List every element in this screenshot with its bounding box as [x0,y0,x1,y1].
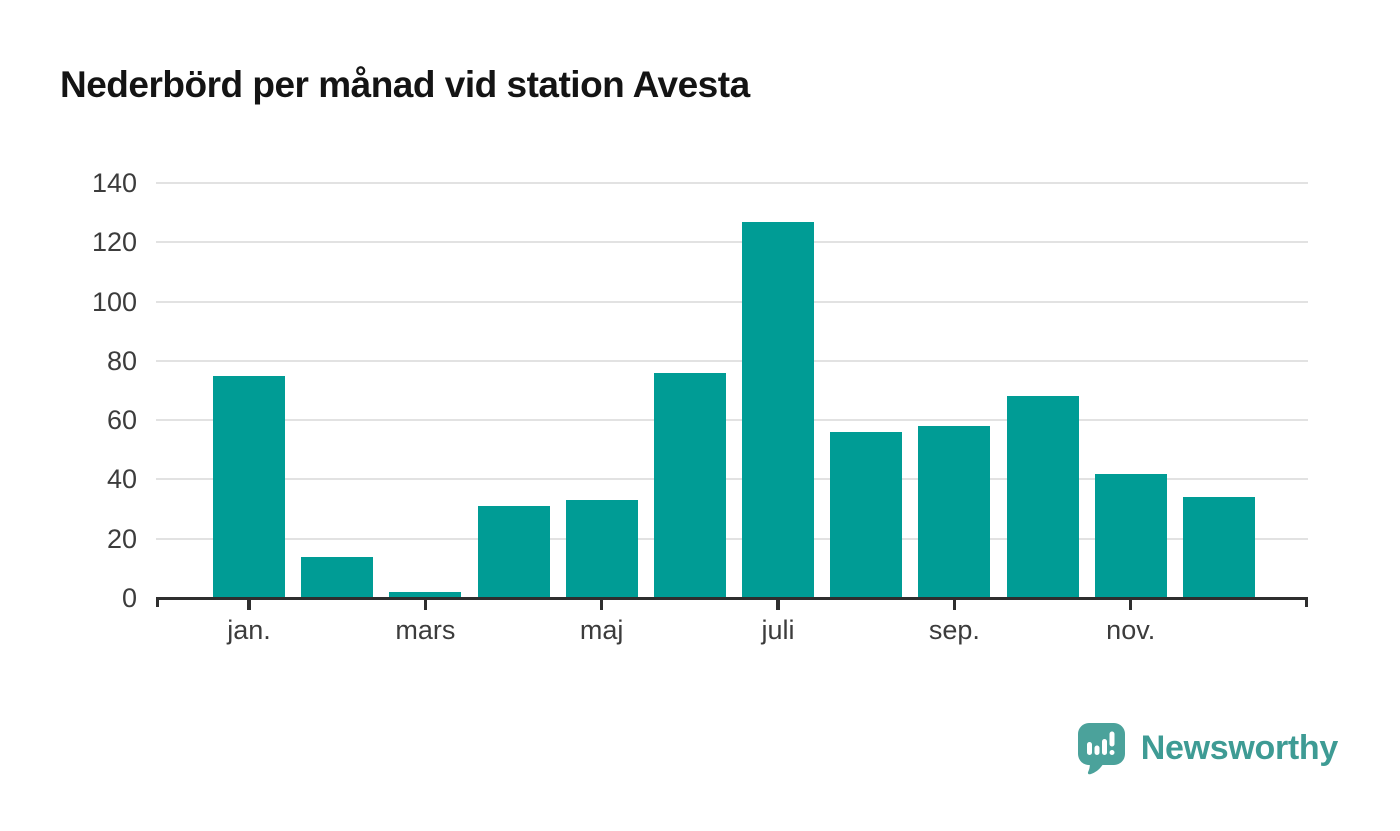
bar-mars [389,592,462,598]
gridline [156,359,1308,362]
y-tick-label: 40 [106,464,137,495]
y-tick-label: 60 [106,405,137,436]
bar-nov. [1094,473,1167,598]
bar-aug. [830,432,903,598]
y-tick-label: 120 [91,227,137,258]
bar-jan. [213,375,285,598]
x-tick [599,599,604,610]
bar-juni [653,372,726,598]
bar-sep. [918,426,991,598]
gridline [156,419,1308,422]
x-tick [776,599,780,610]
axis-end-cap [1305,596,1308,607]
x-tick [1128,599,1133,610]
gridline [156,182,1308,184]
y-tick-label: 140 [91,168,137,198]
bar-feb. [301,556,374,598]
y-tick-label: 20 [106,523,137,554]
newsworthy-speech-bubble-chart-icon [1075,721,1128,776]
bar-dec. [1182,497,1255,598]
y-tick-label: 80 [106,345,137,376]
x-tick [247,599,251,610]
bar-okt. [1006,396,1079,598]
x-tick-label: sep. [928,615,980,645]
x-axis-line [156,596,1308,600]
x-tick-label: jan. [227,615,271,645]
x-tick-label: mars [395,615,456,645]
x-tick-label: juli [761,615,795,645]
x-tick [423,599,428,610]
x-tick [952,599,957,610]
y-tick-label: 0 [121,583,137,613]
gridline [156,478,1308,481]
newsworthy-logo-text: Newsworthy [1140,729,1339,767]
gridline [156,537,1308,540]
y-tick-label: 100 [91,286,137,317]
bar-maj [565,500,638,598]
chart-title: Nederbörd per månad vid station Avesta [60,64,750,105]
x-tick-label: nov. [1106,615,1156,645]
bar-apr. [477,506,550,598]
gridline [156,300,1308,303]
bar-juli [742,221,815,598]
x-tick-label: maj [579,615,624,645]
newsworthy-logo: Newsworthy [1075,721,1338,776]
axis-end-cap [156,596,159,607]
gridline [156,241,1308,244]
